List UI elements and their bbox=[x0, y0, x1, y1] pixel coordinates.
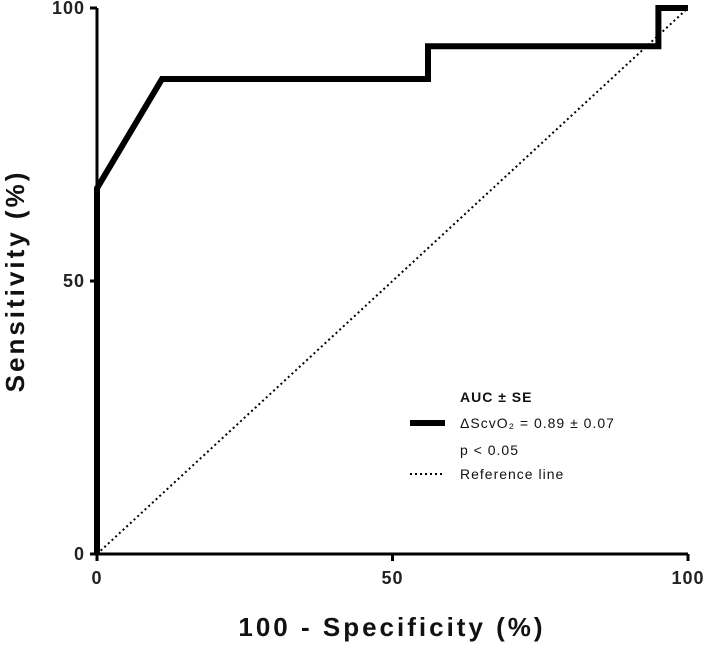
x-tick-label: 0 bbox=[91, 568, 102, 588]
legend-p-value: p < 0.05 bbox=[460, 442, 519, 458]
legend-roc-label: ΔScvO₂ = 0.89 ± 0.07 bbox=[460, 415, 615, 431]
reference-line bbox=[96, 7, 689, 555]
roc-curve-line bbox=[94, 5, 688, 554]
x-axis-title: 100 - Specificity (%) bbox=[238, 612, 545, 642]
plot-lines bbox=[94, 5, 689, 555]
y-tick-label: 100 bbox=[52, 0, 85, 18]
x-ticks: 0 50 100 bbox=[91, 554, 704, 588]
y-tick-label: 50 bbox=[63, 271, 85, 291]
y-tick-label: 0 bbox=[74, 544, 85, 564]
x-tick-label: 50 bbox=[381, 568, 403, 588]
y-ticks: 0 50 100 bbox=[52, 0, 97, 564]
legend: AUC ± SE ΔScvO₂ = 0.89 ± 0.07 p < 0.05 R… bbox=[410, 389, 615, 482]
legend-title: AUC ± SE bbox=[460, 389, 532, 405]
y-axis-title: Sensitivity (%) bbox=[0, 170, 30, 393]
legend-reference-label: Reference line bbox=[460, 466, 564, 482]
x-tick-label: 100 bbox=[671, 568, 704, 588]
